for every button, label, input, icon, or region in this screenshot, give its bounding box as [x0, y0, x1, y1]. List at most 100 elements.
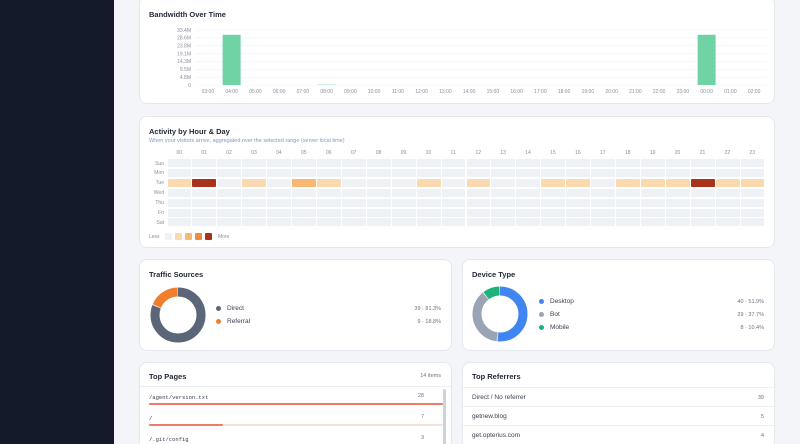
heatmap-cell[interactable] [715, 198, 740, 207]
heatmap-cell[interactable] [541, 208, 566, 217]
heatmap-cell[interactable] [566, 178, 591, 187]
heatmap-cell[interactable] [616, 159, 640, 167]
heatmap-cell[interactable] [466, 159, 491, 167]
heatmap-cell[interactable] [242, 218, 267, 227]
heatmap-cell[interactable] [690, 218, 715, 227]
heatmap-cell[interactable] [516, 159, 541, 167]
heatmap-cell[interactable] [317, 168, 341, 177]
heatmap-cell[interactable] [591, 159, 615, 167]
heatmap-cell[interactable] [267, 218, 292, 227]
heatmap-cell[interactable] [267, 178, 292, 187]
heatmap-cell[interactable] [192, 188, 217, 197]
heatmap-cell[interactable] [317, 208, 341, 217]
heatmap-cell[interactable] [541, 178, 566, 187]
heatmap-cell[interactable] [391, 208, 416, 217]
page-path-2[interactable]: / [149, 415, 153, 422]
heatmap-cell[interactable] [640, 188, 665, 197]
heatmap-cell[interactable] [640, 198, 665, 207]
heatmap-cell[interactable] [516, 168, 541, 177]
heatmap-cell[interactable] [167, 188, 192, 197]
heatmap-cell[interactable] [591, 198, 615, 207]
heatmap-cell[interactable] [715, 218, 740, 227]
heatmap-cell[interactable] [491, 188, 516, 197]
heatmap-cell[interactable] [491, 198, 516, 207]
heatmap-cell[interactable] [640, 218, 665, 227]
heatmap-cell[interactable] [441, 208, 466, 217]
heatmap-cell[interactable] [690, 178, 715, 187]
heatmap-cell[interactable] [566, 188, 591, 197]
donut-slice[interactable] [472, 286, 528, 342]
donut-slice[interactable] [472, 286, 528, 342]
heatmap-cell[interactable] [416, 218, 441, 227]
heatmap-cell[interactable] [665, 178, 690, 187]
heatmap-cell[interactable] [341, 208, 366, 217]
heatmap-cell[interactable] [616, 198, 640, 207]
heatmap-cell[interactable] [516, 188, 541, 197]
heatmap-cell[interactable] [740, 168, 765, 177]
heatmap-cell[interactable] [267, 159, 292, 167]
heatmap-cell[interactable] [416, 188, 441, 197]
heatmap-cell[interactable] [616, 168, 640, 177]
heatmap-cell[interactable] [391, 198, 416, 207]
heatmap-cell[interactable] [242, 198, 267, 207]
heatmap-cell[interactable] [665, 188, 690, 197]
heatmap-cell[interactable] [740, 178, 765, 187]
heatmap-cell[interactable] [516, 178, 541, 187]
heatmap-cell[interactable] [192, 178, 217, 187]
heatmap-cell[interactable] [690, 208, 715, 217]
heatmap-cell[interactable] [341, 178, 366, 187]
heatmap-cell[interactable] [317, 198, 341, 207]
heatmap-cell[interactable] [391, 218, 416, 227]
heatmap-cell[interactable] [616, 188, 640, 197]
heatmap-cell[interactable] [242, 168, 267, 177]
heatmap-cell[interactable] [466, 188, 491, 197]
heatmap-cell[interactable] [292, 159, 316, 167]
heatmap-cell[interactable] [391, 188, 416, 197]
heatmap-cell[interactable] [292, 168, 316, 177]
heatmap-cell[interactable] [441, 218, 466, 227]
heatmap-cell[interactable] [391, 159, 416, 167]
heatmap-cell[interactable] [466, 208, 491, 217]
heatmap-cell[interactable] [740, 159, 765, 167]
donut-slice[interactable] [150, 287, 206, 343]
heatmap-cell[interactable] [366, 208, 391, 217]
heatmap-cell[interactable] [317, 188, 341, 197]
heatmap-cell[interactable] [317, 218, 341, 227]
heatmap-cell[interactable] [341, 159, 366, 167]
heatmap-cell[interactable] [292, 208, 316, 217]
heatmap-cell[interactable] [366, 178, 391, 187]
heatmap-cell[interactable] [516, 198, 541, 207]
heatmap-cell[interactable] [341, 218, 366, 227]
heatmap-cell[interactable] [441, 198, 466, 207]
heatmap-cell[interactable] [317, 159, 341, 167]
heatmap-cell[interactable] [491, 178, 516, 187]
heatmap-cell[interactable] [242, 178, 267, 187]
heatmap-cell[interactable] [217, 208, 242, 217]
heatmap-cell[interactable] [167, 208, 192, 217]
heatmap-cell[interactable] [541, 188, 566, 197]
heatmap-cell[interactable] [242, 188, 267, 197]
page-path-3[interactable]: /.git/config [149, 436, 189, 443]
heatmap-cell[interactable] [366, 198, 391, 207]
heatmap-cell[interactable] [566, 208, 591, 217]
heatmap-cell[interactable] [566, 218, 591, 227]
heatmap-cell[interactable] [366, 218, 391, 227]
page-path-1[interactable]: /agent/version.txt [149, 394, 209, 401]
heatmap-cell[interactable] [217, 188, 242, 197]
heatmap-cell[interactable] [192, 168, 217, 177]
heatmap-cell[interactable] [466, 218, 491, 227]
heatmap-cell[interactable] [167, 178, 192, 187]
heatmap-cell[interactable] [441, 159, 466, 167]
heatmap-cell[interactable] [491, 168, 516, 177]
heatmap-cell[interactable] [541, 168, 566, 177]
heatmap-cell[interactable] [516, 208, 541, 217]
heatmap-cell[interactable] [740, 188, 765, 197]
heatmap-cell[interactable] [616, 208, 640, 217]
heatmap-cell[interactable] [192, 159, 217, 167]
heatmap-cell[interactable] [665, 198, 690, 207]
heatmap-cell[interactable] [416, 178, 441, 187]
heatmap-cell[interactable] [491, 159, 516, 167]
heatmap-cell[interactable] [541, 159, 566, 167]
heatmap-cell[interactable] [341, 198, 366, 207]
heatmap-cell[interactable] [690, 159, 715, 167]
